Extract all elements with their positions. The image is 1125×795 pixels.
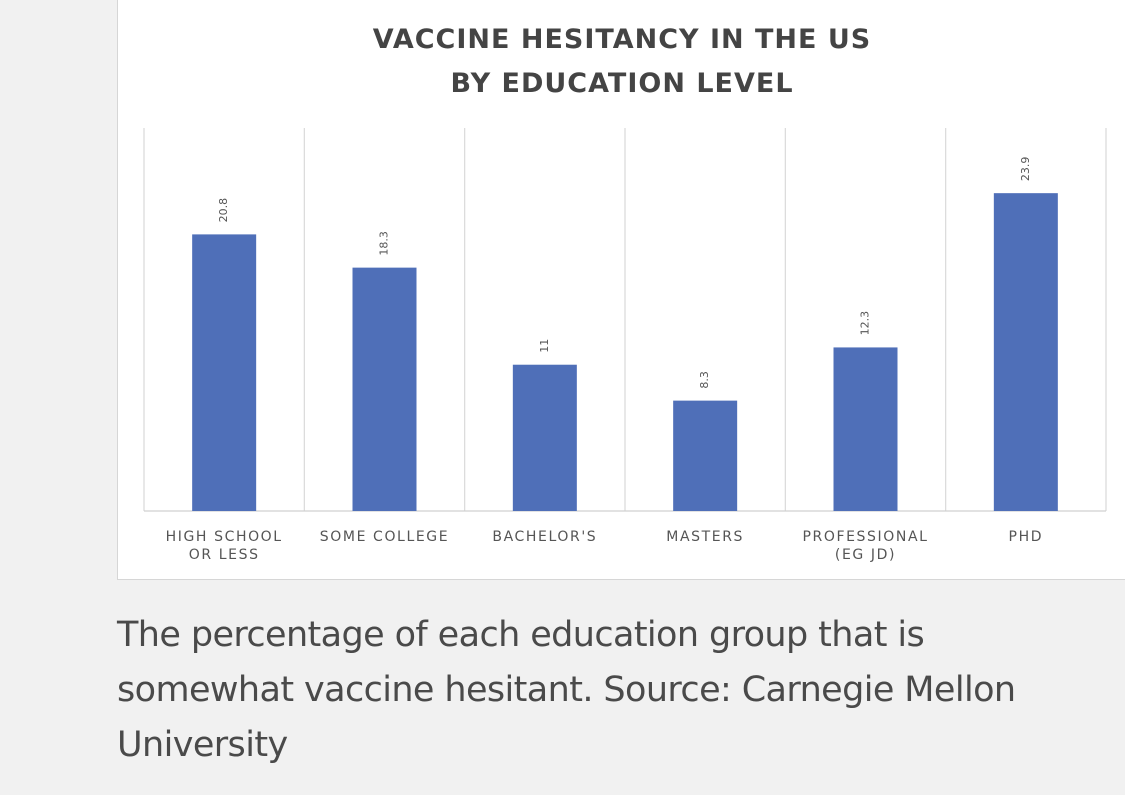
category-label: PHD bbox=[1008, 529, 1044, 545]
bar bbox=[673, 400, 738, 511]
chart-title: VACCINE HESITANCY IN THE US BY EDUCATION… bbox=[118, 18, 1125, 106]
bar bbox=[833, 347, 898, 511]
figure-caption: The percentage of each education group t… bbox=[117, 615, 1016, 765]
category-label: MASTERS bbox=[666, 529, 745, 545]
category-label: BACHELOR'S bbox=[492, 529, 598, 545]
bar bbox=[352, 267, 417, 511]
data-label: 20.8 bbox=[217, 198, 230, 223]
category-label: SOME COLLEGE bbox=[319, 529, 450, 545]
chart-title-line-2: BY EDUCATION LEVEL bbox=[450, 68, 794, 99]
data-label: 11 bbox=[538, 339, 551, 353]
bar bbox=[993, 193, 1058, 511]
category-label: HIGH SCHOOL OR LESS bbox=[165, 529, 283, 563]
chart-card: VACCINE HESITANCY IN THE US BY EDUCATION… bbox=[117, 0, 1125, 580]
chart-title-line-1: VACCINE HESITANCY IN THE US bbox=[372, 24, 872, 55]
bar bbox=[192, 234, 257, 511]
bar-chart: 20.8 18.3 11 8.3 12.3 23.9 bbox=[143, 128, 1107, 512]
data-label: 18.3 bbox=[378, 231, 391, 256]
category-label: PROFESSIONAL (EG JD) bbox=[802, 529, 929, 563]
bar bbox=[512, 364, 577, 511]
data-label: 8.3 bbox=[698, 371, 711, 389]
data-label: 12.3 bbox=[859, 311, 872, 336]
data-label: 23.9 bbox=[1019, 157, 1032, 182]
